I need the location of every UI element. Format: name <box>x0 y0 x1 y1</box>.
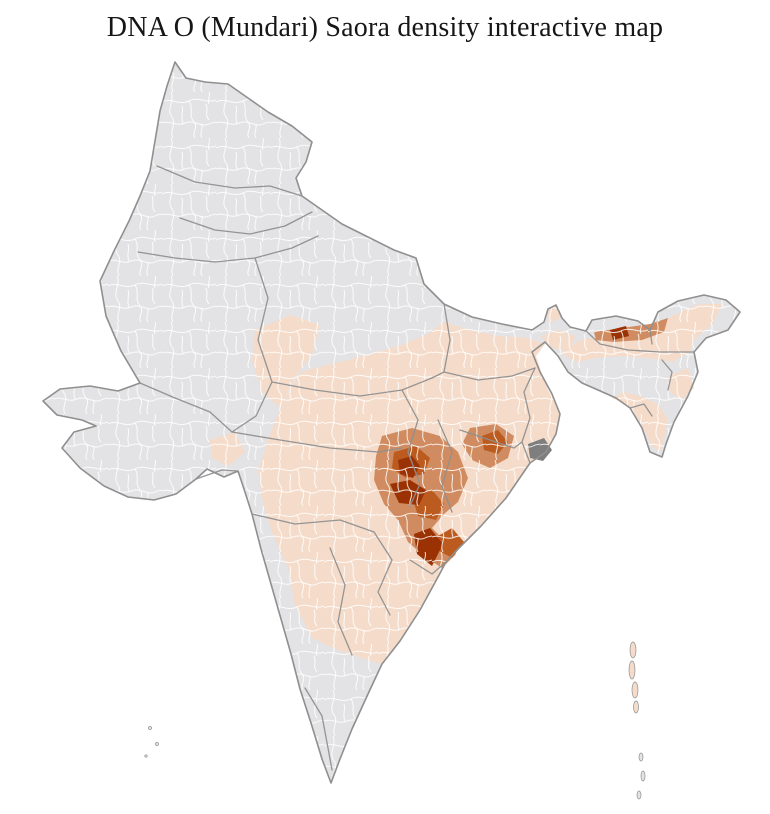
page-title: DNA O (Mundari) Saora density interactiv… <box>106 12 664 43</box>
state-borders <box>137 165 695 771</box>
lakshadweep-islands[interactable] <box>144 726 159 758</box>
andaman-islands[interactable] <box>628 641 639 714</box>
nicobar-islands[interactable] <box>636 752 646 800</box>
country-outline <box>42 61 741 784</box>
